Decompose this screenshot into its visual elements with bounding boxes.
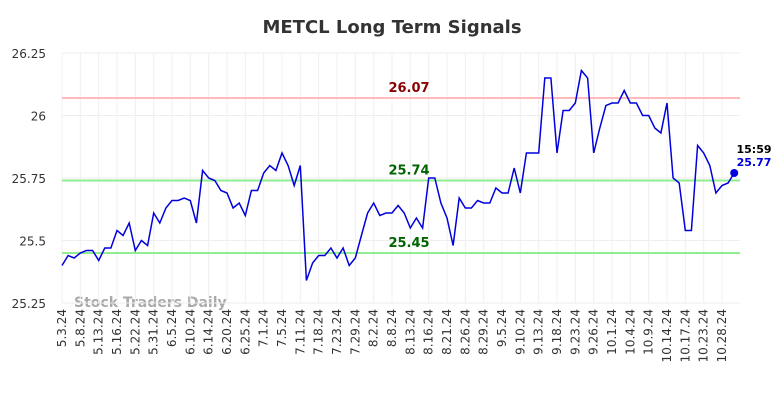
x-tick-label: 8.21.24 xyxy=(440,309,454,355)
x-tick-label: 10.28.24 xyxy=(715,309,729,362)
x-tick-label: 8.29.24 xyxy=(477,309,491,355)
y-tick-label: 25.75 xyxy=(12,172,46,186)
x-tick-label: 9.5.24 xyxy=(495,309,509,347)
x-tick-label: 9.18.24 xyxy=(550,309,564,355)
x-tick-label: 10.17.24 xyxy=(678,309,692,362)
x-tick-label: 5.13.24 xyxy=(92,309,106,355)
x-tick-label: 7.23.24 xyxy=(330,309,344,355)
x-tick-label: 6.14.24 xyxy=(202,309,216,355)
x-tick-label: 5.16.24 xyxy=(110,309,124,355)
x-tick-label: 5.31.24 xyxy=(147,309,161,355)
last-time: 15:59 xyxy=(736,143,771,156)
x-tick-label: 8.26.24 xyxy=(458,309,472,355)
last-value: 25.77 xyxy=(737,156,772,169)
signal-label: 26.07 xyxy=(388,81,429,96)
last-point xyxy=(730,169,739,177)
x-tick-label: 7.5.24 xyxy=(275,309,289,347)
x-tick-label: 5.22.24 xyxy=(128,309,142,355)
x-tick-label: 9.13.24 xyxy=(532,309,546,355)
x-tick-label: 10.9.24 xyxy=(642,309,656,355)
y-tick-label: 25.25 xyxy=(12,297,46,311)
x-tick-label: 9.26.24 xyxy=(587,309,601,355)
x-tick-label: 5.8.24 xyxy=(73,309,87,347)
y-tick-label: 26.25 xyxy=(12,47,46,61)
x-tick-label: 6.10.24 xyxy=(183,309,197,355)
x-tick-label: 10.1.24 xyxy=(605,309,619,355)
x-tick-label: 6.20.24 xyxy=(220,309,234,355)
y-tick-label: 26 xyxy=(31,110,46,124)
x-tick-label: 5.3.24 xyxy=(55,309,69,347)
signal-label: 25.45 xyxy=(388,236,429,251)
x-tick-label: 8.13.24 xyxy=(403,309,417,355)
x-tick-label: 8.2.24 xyxy=(367,309,381,347)
x-tick-label: 9.23.24 xyxy=(568,309,582,355)
x-tick-label: 10.4.24 xyxy=(623,309,637,355)
x-tick-label: 7.29.24 xyxy=(348,309,362,355)
signal-label: 25.74 xyxy=(388,164,429,179)
x-tick-label: 8.8.24 xyxy=(385,309,399,347)
x-tick-label: 7.18.24 xyxy=(312,309,326,355)
x-tick-label: 8.16.24 xyxy=(422,309,436,355)
x-tick-label: 6.25.24 xyxy=(238,309,252,355)
x-tick-label: 7.11.24 xyxy=(293,309,307,355)
x-tick-label: 9.10.24 xyxy=(513,309,527,355)
chart-title: METCL Long Term Signals xyxy=(262,17,521,38)
x-tick-label: 7.1.24 xyxy=(257,309,271,347)
x-tick-label: 10.14.24 xyxy=(660,309,674,362)
x-tick-label: 10.23.24 xyxy=(697,309,711,362)
y-tick-label: 25.5 xyxy=(19,235,46,249)
x-tick-label: 6.5.24 xyxy=(165,309,179,347)
price-line xyxy=(61,68,735,281)
